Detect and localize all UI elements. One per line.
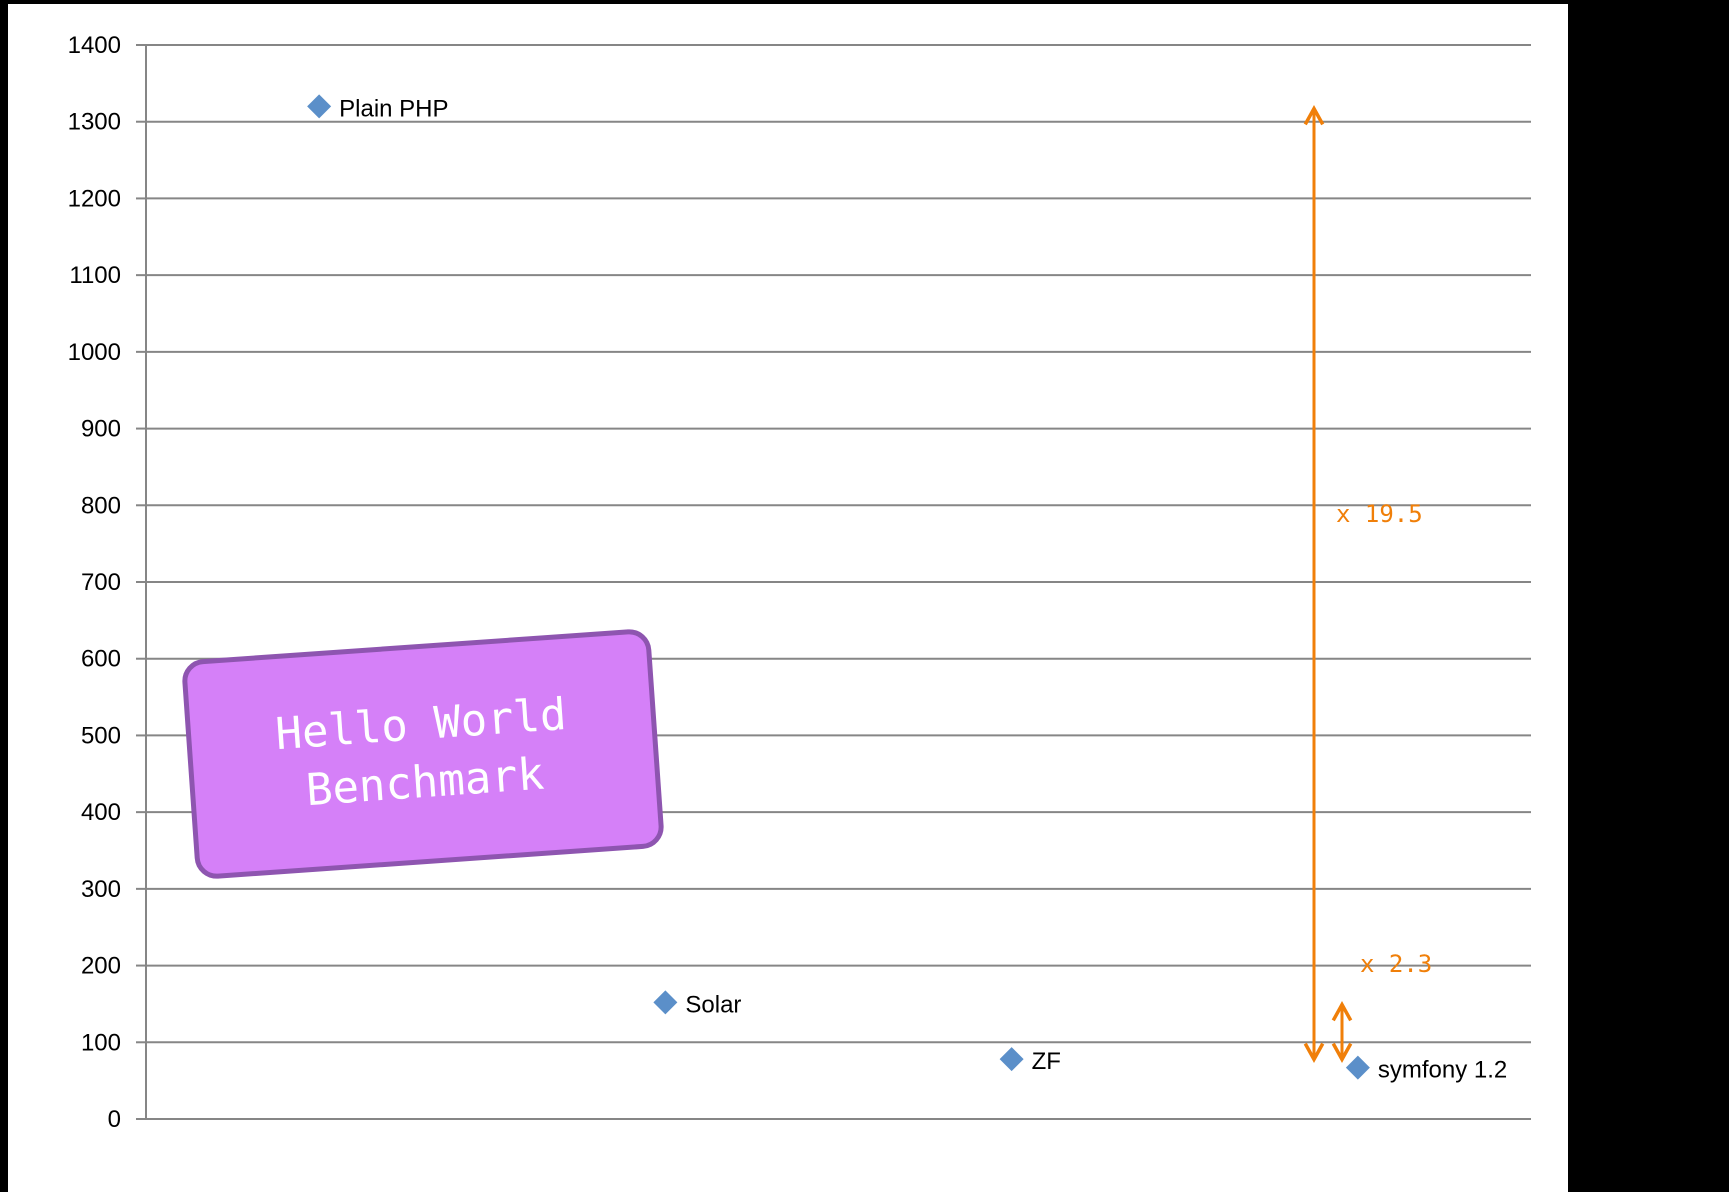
y-tick-label: 1100 bbox=[69, 262, 121, 289]
y-tick-label: 600 bbox=[81, 646, 121, 673]
point-label: symfony 1.2 bbox=[1378, 1057, 1507, 1084]
point-label: Solar bbox=[685, 991, 741, 1018]
ratio-label: x 2.3 bbox=[1360, 950, 1432, 978]
point-label: Plain PHP bbox=[339, 95, 448, 122]
y-tick-label: 300 bbox=[81, 876, 121, 903]
y-tick-label: 800 bbox=[81, 492, 121, 519]
data-point bbox=[653, 990, 678, 1015]
y-tick-label: 0 bbox=[108, 1106, 121, 1133]
slide: 0 100 200 300 400 500 600 700 800 900 1000 1100 1200… bbox=[8, 4, 1568, 1192]
y-tick-label: 900 bbox=[81, 416, 121, 443]
scatter-chart: 0 100 200 300 400 500 600 700 800 900 1000 1100 1200… bbox=[68, 32, 1531, 1133]
y-tick-label: 100 bbox=[81, 1029, 121, 1056]
y-tick-label: 400 bbox=[81, 799, 121, 826]
y-tick-label: 1000 bbox=[68, 339, 121, 366]
data-point bbox=[307, 94, 332, 119]
ratio-label: x 19.5 bbox=[1336, 500, 1423, 528]
y-tick-label: 1200 bbox=[68, 185, 121, 212]
y-tick-label: 200 bbox=[81, 953, 121, 980]
data-point bbox=[1345, 1055, 1370, 1080]
y-tick-label: 1300 bbox=[68, 109, 121, 136]
y-tick-label: 700 bbox=[81, 569, 121, 596]
y-tick-label: 500 bbox=[81, 722, 121, 749]
benchmark-callout: Hello World Benchmark bbox=[180, 627, 666, 881]
y-tick-label: 1400 bbox=[68, 32, 121, 59]
data-point bbox=[999, 1047, 1024, 1072]
point-label: ZF bbox=[1032, 1048, 1061, 1075]
